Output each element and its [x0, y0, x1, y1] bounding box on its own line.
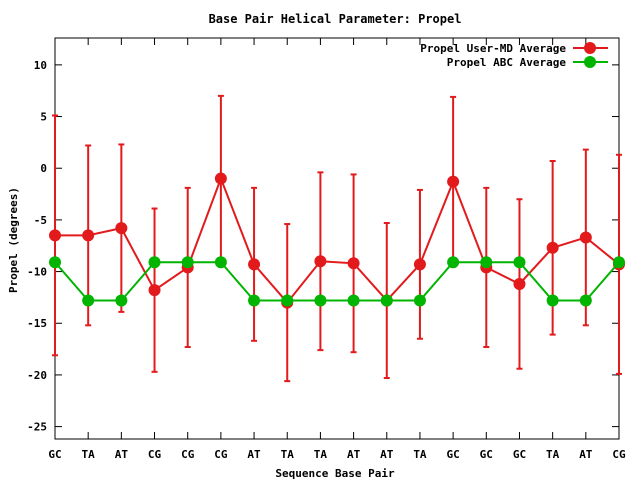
series-layer [49, 94, 625, 383]
x-tick-label: GC [446, 448, 459, 461]
x-tick-label: AT [380, 448, 394, 461]
data-point [214, 172, 227, 185]
legend-label-user-md: Propel User-MD Average [420, 42, 566, 55]
chart-title: Base Pair Helical Parameter: Propel [209, 12, 462, 26]
data-point [347, 294, 360, 307]
data-point [148, 256, 161, 269]
data-point [181, 256, 194, 269]
x-tick-label: CG [612, 448, 626, 461]
y-tick-label: 0 [40, 162, 47, 175]
legend-entry-user-md: Propel User-MD Average [420, 42, 608, 55]
y-tick-label: -25 [27, 421, 47, 434]
data-point [480, 256, 493, 269]
data-point [579, 231, 592, 244]
x-tick-label: TA [82, 448, 96, 461]
series-line [54, 261, 620, 302]
data-point [413, 294, 426, 307]
y-tick-label: 5 [40, 111, 47, 124]
data-point [513, 277, 526, 290]
data-point [248, 294, 261, 307]
y-axis-label: Propel (degrees) [7, 187, 20, 293]
data-point [314, 255, 327, 268]
legend-entry-abc: Propel ABC Average [447, 56, 608, 69]
data-point [380, 294, 393, 307]
series-line [55, 175, 620, 305]
data-point [214, 256, 227, 269]
data-point [613, 256, 625, 269]
data-point [82, 229, 95, 242]
data-point [115, 222, 128, 235]
data-point [148, 284, 161, 297]
y-tick-label: 10 [34, 59, 47, 72]
x-tick-label: TA [413, 448, 427, 461]
x-tick-label: AT [579, 448, 593, 461]
data-point [546, 241, 559, 254]
legend-marker-abc [584, 56, 596, 68]
data-point [248, 258, 261, 271]
x-tick-label: CG [214, 448, 228, 461]
x-tick-label: CG [148, 448, 162, 461]
x-tick-label: TA [281, 448, 295, 461]
y-tick-label: -5 [34, 214, 47, 227]
data-point [281, 294, 294, 307]
x-tick-label: TA [314, 448, 328, 461]
legend-label-abc: Propel ABC Average [447, 56, 567, 69]
x-tick-label: GC [48, 448, 61, 461]
legend: Propel User-MD Average Propel ABC Averag… [420, 42, 608, 69]
y-tick-label: -10 [27, 266, 47, 279]
series-1 [49, 256, 625, 307]
data-point [115, 294, 128, 307]
data-point [49, 256, 61, 269]
legend-marker-user-md [584, 42, 596, 54]
x-tick-label: CG [181, 448, 195, 461]
x-tick-label: AT [115, 448, 129, 461]
data-point [413, 258, 426, 271]
x-tick-label: AT [347, 448, 361, 461]
x-tick-label: TA [546, 448, 560, 461]
x-tick-label: GC [513, 448, 526, 461]
data-point [579, 294, 592, 307]
data-point [49, 229, 61, 242]
y-axis-ticks: 10 5 0 -5 -10 -15 -20 -25 [27, 59, 619, 434]
x-axis-label: Sequence Base Pair [275, 467, 395, 480]
x-tick-label: AT [247, 448, 261, 461]
x-tick-label: GC [480, 448, 493, 461]
data-point [513, 256, 526, 269]
data-point [447, 175, 460, 188]
y-tick-label: -15 [27, 317, 47, 330]
data-point [447, 256, 460, 269]
x-axis-ticks: GC TA AT CG CG CG AT TA TA AT AT TA GC GC GC TA AT CG [48, 38, 626, 461]
data-point [82, 294, 95, 307]
data-point [347, 257, 360, 270]
data-point [546, 294, 559, 307]
y-tick-label: -20 [27, 369, 47, 382]
data-point [314, 294, 327, 307]
